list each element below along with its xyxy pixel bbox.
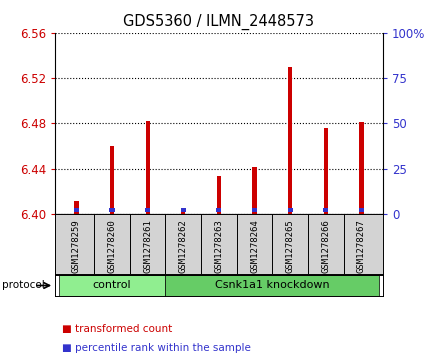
Bar: [288, 208, 293, 212]
Bar: [59, 275, 165, 296]
Bar: [323, 208, 328, 212]
Text: GSM1278263: GSM1278263: [214, 219, 224, 273]
Bar: [110, 208, 114, 212]
Text: GSM1278266: GSM1278266: [321, 219, 330, 273]
Bar: [359, 122, 363, 214]
Bar: [216, 208, 221, 212]
Text: GSM1278264: GSM1278264: [250, 219, 259, 273]
Text: GSM1278260: GSM1278260: [107, 219, 117, 273]
Bar: [110, 146, 114, 214]
Text: ■ percentile rank within the sample: ■ percentile rank within the sample: [62, 343, 250, 354]
Bar: [217, 176, 221, 214]
Text: ■ transformed count: ■ transformed count: [62, 323, 172, 334]
Bar: [146, 121, 150, 214]
Text: protocol: protocol: [2, 281, 45, 290]
Bar: [288, 67, 292, 214]
Text: GSM1278262: GSM1278262: [179, 219, 188, 273]
Text: GSM1278265: GSM1278265: [286, 219, 295, 273]
Text: GSM1278259: GSM1278259: [72, 219, 81, 273]
Text: Csnk1a1 knockdown: Csnk1a1 knockdown: [215, 281, 330, 290]
Bar: [181, 208, 185, 214]
Bar: [74, 208, 79, 212]
Bar: [324, 128, 328, 214]
Title: GDS5360 / ILMN_2448573: GDS5360 / ILMN_2448573: [123, 14, 315, 30]
Text: GSM1278261: GSM1278261: [143, 219, 152, 273]
Text: GSM1278267: GSM1278267: [357, 219, 366, 273]
Bar: [145, 208, 150, 212]
Bar: [181, 208, 186, 212]
Bar: [253, 167, 257, 214]
Bar: [359, 208, 364, 212]
Bar: [252, 208, 257, 212]
Bar: [74, 201, 78, 214]
Text: control: control: [93, 281, 131, 290]
Bar: [165, 275, 379, 296]
